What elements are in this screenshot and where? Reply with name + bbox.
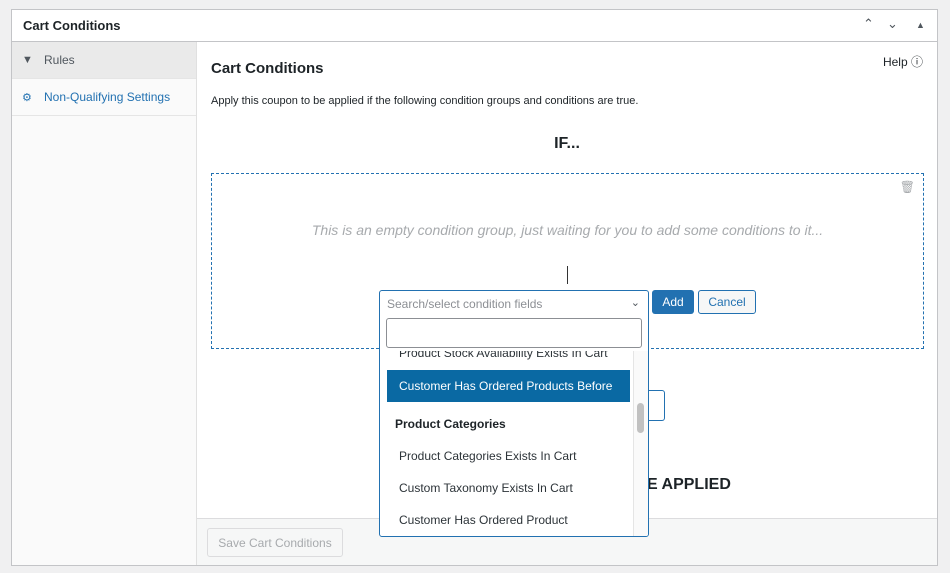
trash-icon[interactable]: 🗑 (899, 180, 915, 194)
page-title: Cart Conditions (211, 60, 324, 77)
collapse-toggle-icon[interactable]: ▲ (916, 20, 925, 30)
sidebar-item-label: Rules (44, 53, 75, 67)
sidebar-item-label: Non-Qualifying Settings (44, 90, 171, 104)
text-cursor (567, 266, 568, 284)
dropdown-option[interactable]: Customer Has Ordered Product (399, 513, 568, 527)
chevron-down-icon: ⌄ (630, 297, 640, 309)
gear-icon: ⚙ (22, 91, 32, 104)
dropdown-search-input[interactable] (386, 318, 642, 348)
move-down-icon[interactable]: ⌄ (887, 16, 898, 31)
panel-header: Cart Conditions ⌃ ⌄ ▲ (12, 10, 937, 42)
dropdown-option[interactable]: Custom Taxonomy Exists In Cart (399, 481, 573, 495)
dropdown-scrollbar[interactable] (633, 351, 648, 536)
description: Apply this coupon to be applied if the f… (211, 95, 639, 107)
dropdown-group-label: Product Categories (395, 417, 506, 431)
dropdown-option[interactable]: Product Stock Availability Exists In Car… (399, 351, 608, 360)
scrollbar-thumb[interactable] (637, 403, 644, 433)
filter-icon: ▼ (22, 54, 33, 66)
help-link[interactable]: Help ⓘ (883, 53, 923, 70)
condition-field-dropdown[interactable]: Search/select condition fields ⌄ Product … (379, 290, 649, 537)
then-heading: E APPLIED (647, 476, 731, 493)
dropdown-option-highlighted[interactable]: Customer Has Ordered Products Before (387, 370, 630, 402)
main-content: Cart Conditions Help ⓘ Apply this coupon… (197, 42, 937, 519)
dropdown-options: Product Stock Availability Exists In Car… (380, 351, 648, 536)
sidebar: ▼ Rules ⚙ Non-Qualifying Settings (12, 42, 197, 565)
help-label: Help (882, 55, 908, 69)
question-icon: ⓘ (910, 55, 923, 69)
cancel-button[interactable]: Cancel (698, 290, 756, 314)
if-heading: IF... (554, 135, 580, 152)
move-up-icon[interactable]: ⌃ (863, 16, 874, 31)
add-button[interactable]: Add (652, 290, 694, 314)
condition-field-select[interactable]: Search/select condition fields ⌄ (380, 291, 648, 317)
condition-group: 🗑 This is an empty condition group, just… (211, 173, 924, 349)
empty-group-message: This is an empty condition group, just w… (311, 222, 824, 238)
sidebar-item-rules[interactable]: ▼ Rules (12, 42, 196, 79)
save-cart-conditions-button[interactable]: Save Cart Conditions (207, 528, 343, 557)
panel-title: Cart Conditions (23, 18, 121, 33)
sidebar-item-non-qualifying-settings[interactable]: ⚙ Non-Qualifying Settings (12, 79, 196, 116)
select-placeholder: Search/select condition fields (387, 297, 543, 311)
dropdown-option[interactable]: Product Categories Exists In Cart (399, 449, 577, 463)
